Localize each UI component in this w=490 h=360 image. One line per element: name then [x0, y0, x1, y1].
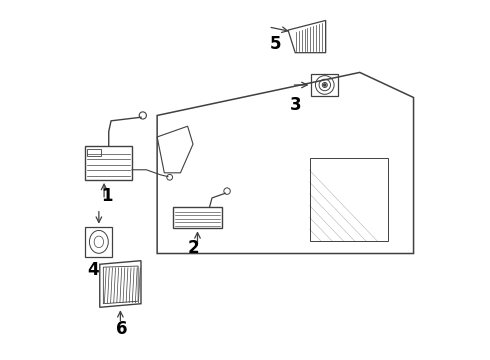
Bar	[85, 226, 112, 257]
Text: 3: 3	[290, 96, 301, 114]
Text: 2: 2	[187, 239, 199, 257]
Circle shape	[324, 84, 326, 86]
Text: 1: 1	[101, 187, 113, 205]
Text: 4: 4	[87, 261, 98, 279]
Bar	[87, 149, 101, 156]
Bar	[311, 74, 338, 96]
Bar	[85, 146, 132, 180]
Text: 6: 6	[116, 320, 127, 338]
Text: 5: 5	[270, 35, 281, 53]
Bar	[173, 207, 221, 228]
